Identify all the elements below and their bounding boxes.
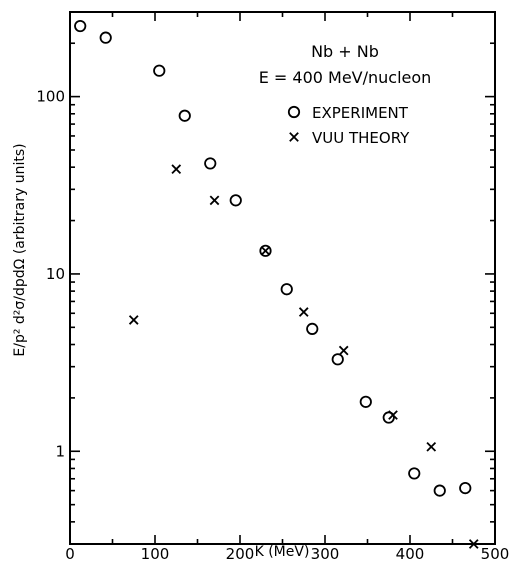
cross-stroke	[426, 441, 437, 452]
experiment-point	[382, 411, 395, 424]
experiment-point	[74, 19, 87, 33]
cross-stroke	[171, 164, 182, 174]
x-tick-label: 200	[226, 545, 255, 561]
cross-stroke	[209, 195, 220, 206]
experiment-point	[229, 194, 242, 207]
experiment-point	[204, 157, 217, 170]
x-tick-label: 500	[481, 545, 510, 561]
x-tick-label: 100	[141, 545, 170, 561]
experiment-point	[433, 484, 446, 497]
legend-label: VUU THEORY	[312, 129, 410, 147]
y-tick-label: 100	[36, 88, 65, 106]
vuu-theory-point	[171, 164, 182, 174]
experiment-point	[306, 322, 319, 335]
cross-stroke	[128, 315, 139, 325]
x-tick-label: 400	[396, 545, 425, 561]
experiment-point	[359, 395, 372, 408]
legend-label: EXPERIMENT	[312, 104, 409, 122]
axis-ticks	[69, 11, 496, 545]
experiment-point	[153, 64, 166, 77]
experiment-point	[99, 31, 112, 44]
cross-stroke	[289, 132, 299, 142]
experiment-point	[459, 481, 472, 495]
plot-frame	[69, 11, 496, 545]
cross-stroke	[388, 410, 398, 420]
experiment-point	[178, 109, 191, 122]
cross-stroke	[298, 307, 309, 317]
y-tick-label: 1	[55, 442, 65, 460]
vuu-theory-point	[289, 132, 299, 142]
x-axis-label: K (MeV)	[255, 544, 310, 560]
vuu-theory-point	[298, 307, 309, 317]
experiment-point	[287, 105, 301, 119]
x-tick-label: 300	[311, 545, 340, 561]
vuu-theory-point	[468, 539, 479, 549]
cross-stroke	[260, 245, 271, 256]
experiment-point	[259, 244, 272, 257]
experiment-point	[280, 283, 293, 296]
data-marks	[74, 19, 479, 549]
cross-stroke	[338, 345, 349, 356]
vuu-theory-point	[128, 315, 139, 325]
vuu-theory-point	[338, 345, 349, 356]
x-tick-label: 0	[65, 545, 75, 561]
vuu-theory-point	[260, 245, 271, 256]
vuu-theory-point	[426, 441, 437, 452]
plot-area	[69, 11, 496, 549]
experiment-point	[408, 467, 421, 480]
chart-subtitle: E = 400 MeV/nucleon	[259, 68, 432, 87]
y-axis-label: E/p² d²σ/dpdΩ (arbitrary units)	[12, 143, 28, 356]
experiment-point	[331, 353, 344, 366]
y-tick-label: 10	[46, 265, 65, 283]
cross-stroke	[468, 539, 479, 549]
vuu-theory-point	[388, 410, 398, 420]
chart-title: Nb + Nb	[311, 42, 379, 61]
vuu-theory-point	[209, 195, 220, 206]
legend: EXPERIMENT VUU THEORY	[287, 104, 410, 147]
